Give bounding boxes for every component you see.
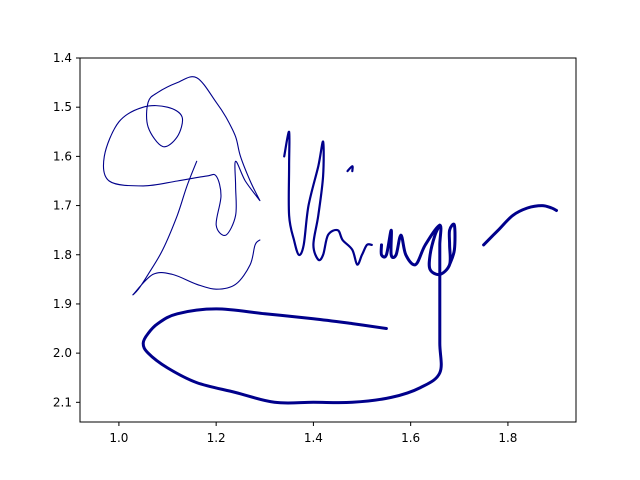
y-tick-label: 1.5 — [53, 100, 72, 114]
x-tick-label: 1.6 — [401, 431, 420, 445]
x-tick-label: 1.2 — [207, 431, 226, 445]
y-tick-label: 1.8 — [53, 248, 72, 262]
stroke-series-1 — [102, 76, 261, 236]
axes-frame — [79, 57, 577, 423]
x-tick-label: 1.8 — [498, 431, 517, 445]
y-tick-label: 1.7 — [53, 199, 72, 213]
y-tick-label: 1.4 — [53, 51, 72, 65]
series-layer — [102, 76, 558, 405]
y-tick-label: 2.0 — [53, 346, 72, 360]
y-axis: 1.4 1.5 1.6 1.7 1.8 1.9 2.0 2.1 — [53, 51, 80, 409]
stroke-series-5 — [141, 223, 443, 405]
stroke-series-2 — [132, 160, 261, 296]
x-tick-label: 1.0 — [109, 431, 128, 445]
stroke-series-3 — [283, 130, 373, 266]
y-tick-label: 1.9 — [53, 297, 72, 311]
stroke-series-4 — [346, 165, 354, 173]
x-axis: 1.0 1.2 1.4 1.6 1.8 — [109, 422, 517, 445]
y-tick-label: 2.1 — [53, 395, 72, 409]
stroke-series-7 — [482, 204, 558, 247]
stroke-series-6 — [427, 222, 457, 277]
y-tick-label: 1.6 — [53, 149, 72, 163]
x-tick-label: 1.4 — [304, 431, 323, 445]
